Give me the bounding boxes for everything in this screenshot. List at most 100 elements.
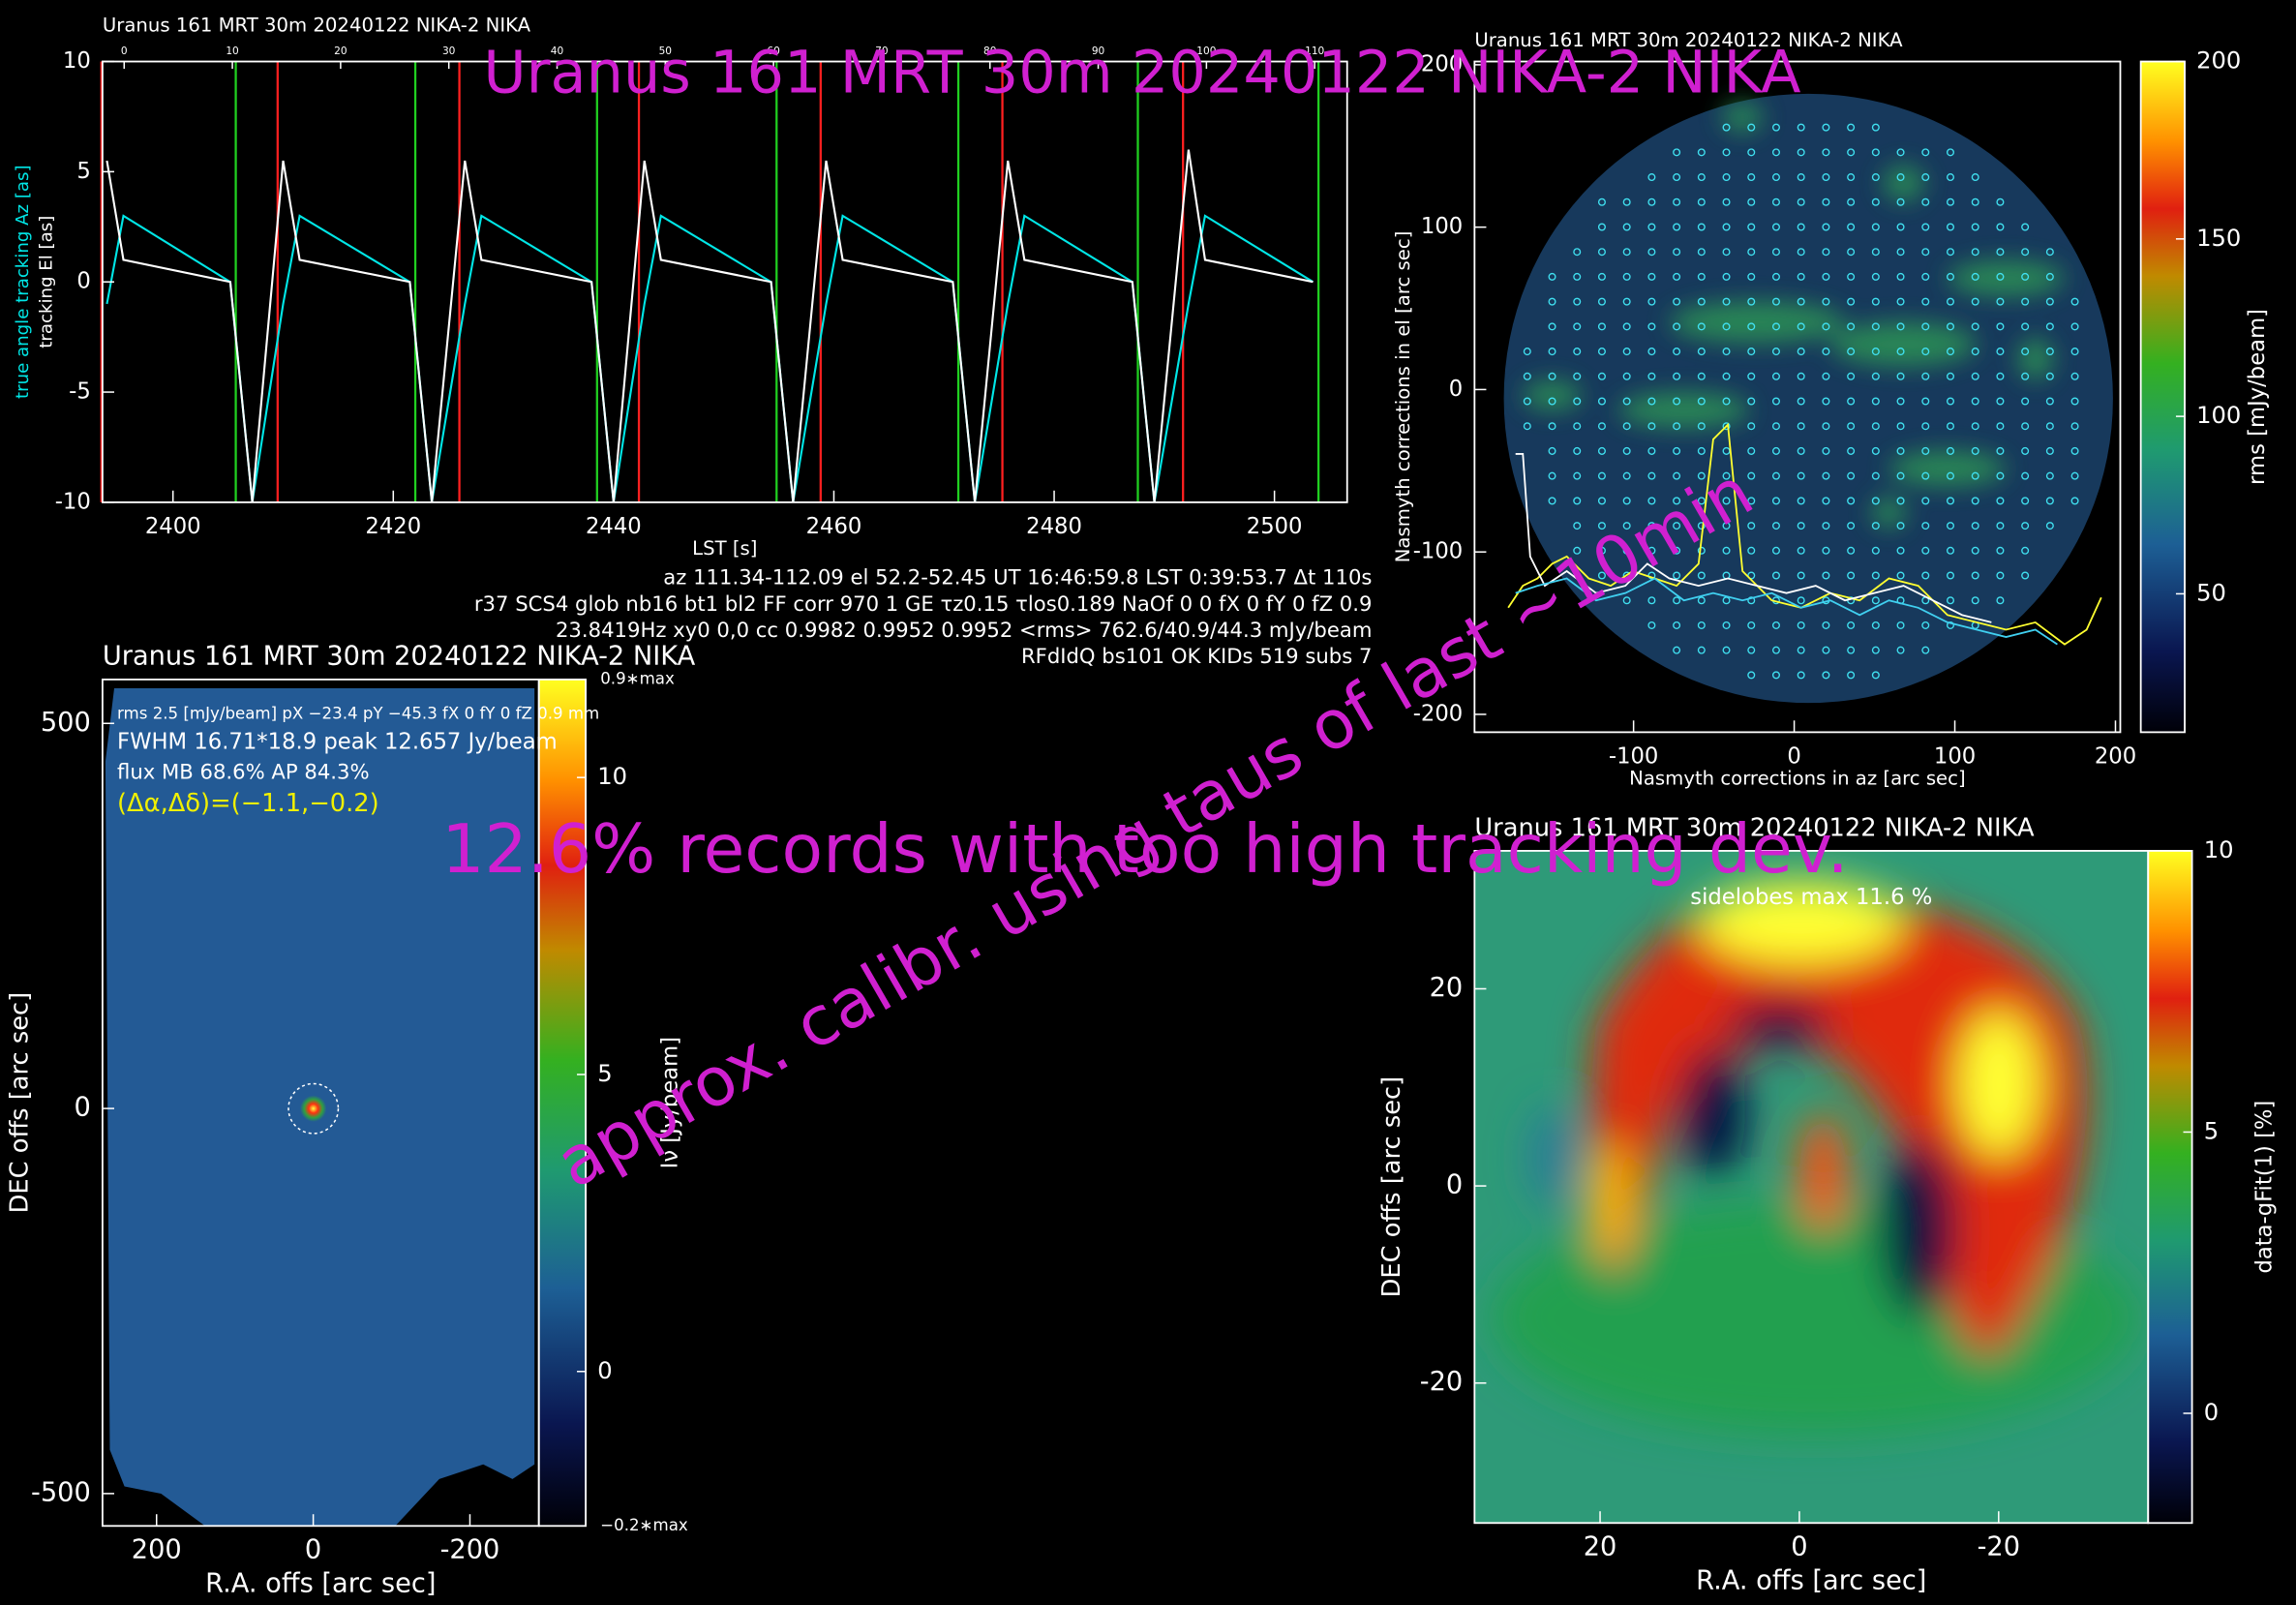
- pointing-dot: [1896, 621, 1905, 629]
- pointing-dot: [1673, 497, 1681, 505]
- pointing-dot: [1996, 471, 2005, 480]
- pointing-dot: [1822, 522, 1830, 530]
- pointing-dot: [1622, 446, 1631, 455]
- annotation: RFdIdQ bs101 OK KIDs 519 subs 7: [1021, 644, 1372, 668]
- pointing-dot: [1747, 446, 1756, 455]
- pointing-dot: [1822, 322, 1830, 331]
- pointing-dot: [1971, 546, 1979, 555]
- pointing-dot: [1747, 322, 1756, 331]
- pointing-dot: [1747, 522, 1756, 530]
- pointing-dot: [2021, 272, 2030, 281]
- pointing-dot: [1871, 173, 1880, 182]
- pointing-dot: [1822, 197, 1830, 206]
- pointing-dot: [1921, 297, 1930, 306]
- pointing-dot: [1822, 446, 1830, 455]
- pointing-dot: [2045, 348, 2054, 356]
- pointing-dot: [2021, 322, 2030, 331]
- colorbar-end-label: −0.2∗max: [600, 1516, 688, 1534]
- pointing-dot: [1771, 422, 1780, 431]
- pointing-dot: [1622, 422, 1631, 431]
- pointing-dot: [1871, 546, 1880, 555]
- pointing-dot: [1573, 446, 1582, 455]
- pointing-dot: [1673, 446, 1681, 455]
- pointing-dot: [1647, 223, 1656, 231]
- pointing-dot: [1896, 297, 1905, 306]
- pointing-dot: [1747, 248, 1756, 257]
- pointing-dot: [1971, 272, 1979, 281]
- pointing-dot: [2045, 297, 2054, 306]
- pointing-dot: [1673, 297, 1681, 306]
- pointing-dot: [1871, 621, 1880, 629]
- pointing-dot: [2045, 322, 2054, 331]
- pointing-dot: [1847, 348, 1856, 356]
- annotation: r37 SCS4 glob nb16 bt1 bl2 FF corr 970 1…: [474, 591, 1373, 616]
- pointing-dot: [1722, 322, 1731, 331]
- pointing-dot: [1921, 223, 1930, 231]
- annotation: az 111.34-112.09 el 52.2-52.45 UT 16:46:…: [663, 565, 1372, 590]
- pointing-dot: [1921, 322, 1930, 331]
- pointing-dot: [1921, 497, 1930, 505]
- pointing-dot: [1747, 621, 1756, 629]
- pointing-dot: [1573, 372, 1582, 380]
- pointing-dot: [1622, 348, 1631, 356]
- pointing-dot: [1573, 297, 1582, 306]
- pointing-dot: [1996, 422, 2005, 431]
- pointing-dot: [1747, 197, 1756, 206]
- pointing-dot: [1822, 223, 1830, 231]
- pointing-dot: [1847, 646, 1856, 654]
- x-axis-label: R.A. offs [arc sec]: [205, 1568, 436, 1598]
- pointing-dot: [1822, 148, 1830, 157]
- pointing-dot: [1771, 348, 1780, 356]
- pointing-dot: [1647, 446, 1656, 455]
- pointing-dot: [1797, 372, 1805, 380]
- pointing-dot: [1797, 497, 1805, 505]
- pointing-dot: [1971, 471, 1979, 480]
- pointing-dot: [1622, 223, 1631, 231]
- pointing-dot: [2021, 422, 2030, 431]
- pointing-dot: [1896, 497, 1905, 505]
- pointing-dot: [1797, 596, 1805, 605]
- y-tick-label: 0: [74, 1093, 90, 1123]
- colorbar-label: Iν [Jy/beam]: [657, 1037, 682, 1168]
- pointing-dot: [1847, 671, 1856, 680]
- pointing-dot: [1697, 546, 1706, 555]
- pointing-dot: [1921, 446, 1930, 455]
- x2-tick-label: 10: [226, 45, 239, 57]
- legend-label: true angle tracking Az [as]: [13, 165, 33, 399]
- pointing-dot: [1971, 348, 1979, 356]
- pointing-dot: [1921, 348, 1930, 356]
- pointing-dot: [1722, 646, 1731, 654]
- pointing-dot: [1896, 223, 1905, 231]
- pointing-dot: [1523, 372, 1531, 380]
- plot-frame: [1473, 850, 2150, 1525]
- pointing-dot: [1647, 471, 1656, 480]
- pointing-dot: [1797, 272, 1805, 281]
- pointing-dot: [1771, 397, 1780, 406]
- pointing-dot: [2070, 348, 2079, 356]
- pointing-dot: [1622, 397, 1631, 406]
- pointing-dot: [1673, 173, 1681, 182]
- pointing-dot: [2045, 471, 2054, 480]
- pointing-dot: [1871, 123, 1880, 132]
- pointing-dot: [1673, 322, 1681, 331]
- pointing-dot: [1697, 397, 1706, 406]
- pointing-dot: [1747, 422, 1756, 431]
- pointing-dot: [2021, 223, 2030, 231]
- pointing-dot: [1797, 546, 1805, 555]
- pointing-dot: [1921, 571, 1930, 580]
- pointing-dot: [1921, 546, 1930, 555]
- pointing-dot: [1573, 546, 1582, 555]
- pointing-dot: [1647, 348, 1656, 356]
- colorbar-tick-label: 0: [2204, 1399, 2219, 1426]
- pointing-dot: [1622, 522, 1631, 530]
- overlay-header: Uranus 161 MRT 30m 20240122 NIKA-2 NIKA: [483, 39, 1800, 106]
- pointing-dot: [1896, 646, 1905, 654]
- pointing-dot: [2045, 497, 2054, 505]
- pointing-dot: [1971, 322, 1979, 331]
- pointing-dot: [1771, 123, 1780, 132]
- pointing-dot: [1673, 148, 1681, 157]
- pointing-dot: [1548, 322, 1556, 331]
- pointing-dot: [1771, 621, 1780, 629]
